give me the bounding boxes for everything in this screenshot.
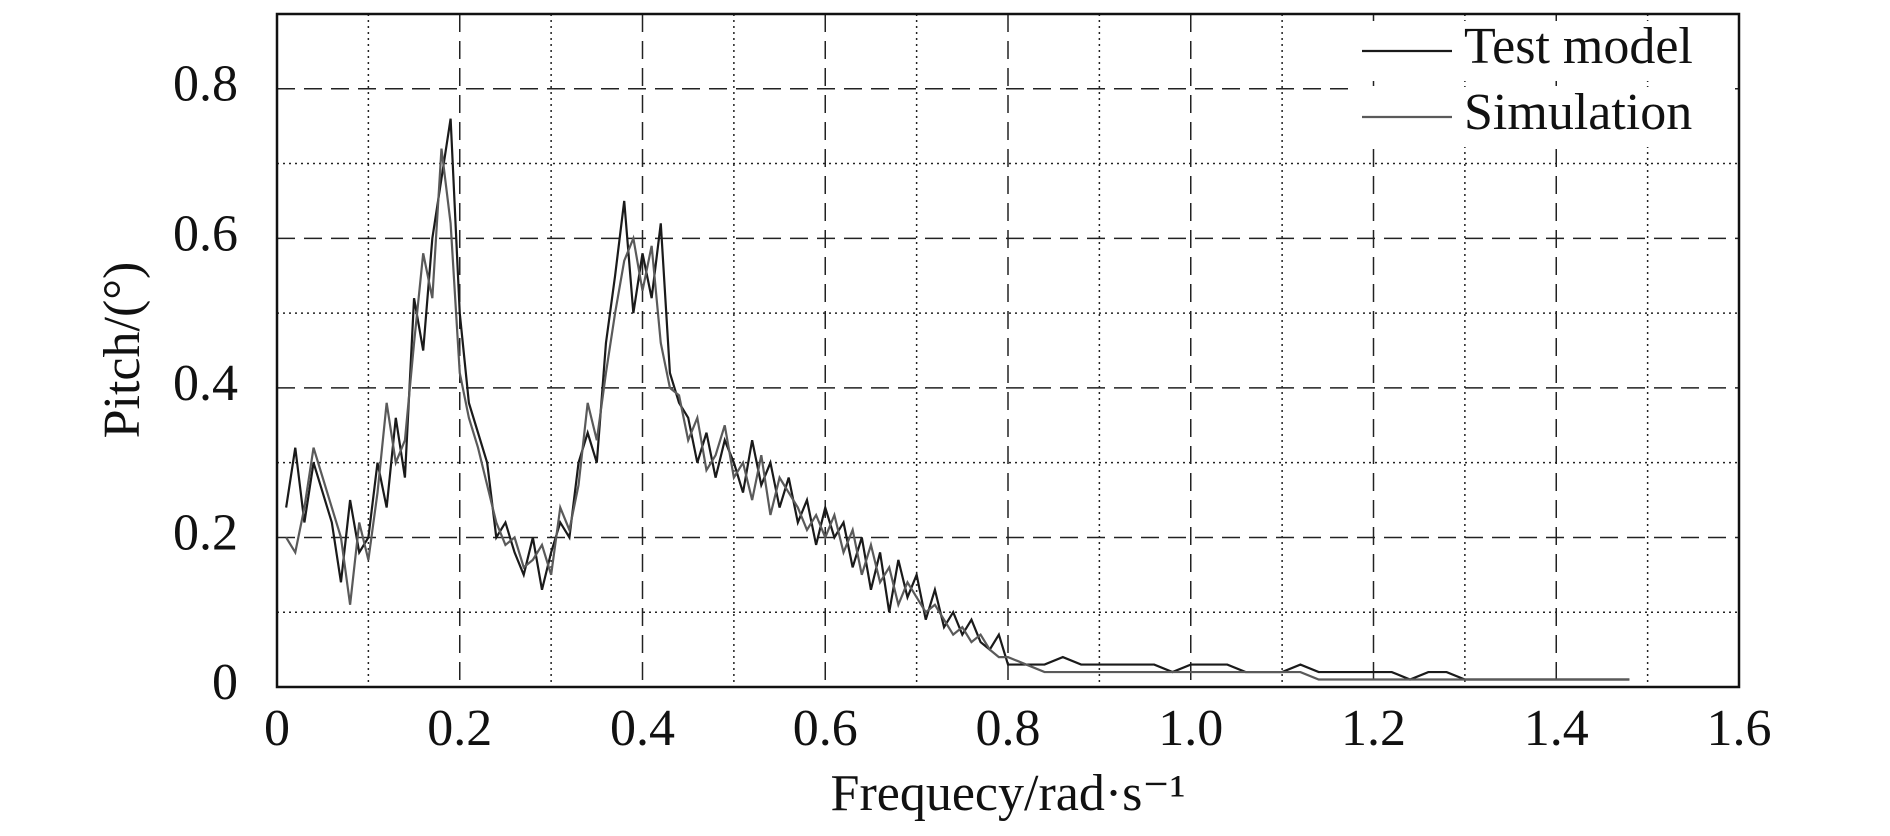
y-tick-label: 0.8 bbox=[173, 56, 238, 113]
y-tick-label: 0.6 bbox=[173, 205, 238, 262]
x-tick-label: 0 bbox=[264, 700, 290, 757]
y-axis-label: Pitch/(°) bbox=[94, 262, 151, 439]
x-tick-label: 0.2 bbox=[427, 700, 492, 757]
x-tick-label: 1.6 bbox=[1707, 700, 1772, 757]
x-tick-label: 0.6 bbox=[793, 700, 858, 757]
x-tick-label: 1.0 bbox=[1158, 700, 1223, 757]
y-tick-label: 0.2 bbox=[173, 504, 238, 561]
data-line bbox=[285, 148, 1630, 681]
y-tick-label: 0 bbox=[212, 654, 238, 711]
x-tick-label: 0.4 bbox=[610, 700, 675, 757]
plot-frame bbox=[275, 12, 1741, 689]
x-tick-label: 1.4 bbox=[1524, 700, 1589, 757]
data-line bbox=[285, 118, 1630, 681]
y-tick-label: 0.4 bbox=[173, 355, 238, 412]
x-tick-label: 1.2 bbox=[1341, 700, 1406, 757]
legend-label: Test model bbox=[1464, 18, 1693, 75]
x-tick-label: 0.8 bbox=[976, 700, 1041, 757]
x-axis-label: Frequecy/rad·s⁻¹ bbox=[831, 765, 1186, 822]
legend-label: Simulation bbox=[1464, 84, 1692, 141]
